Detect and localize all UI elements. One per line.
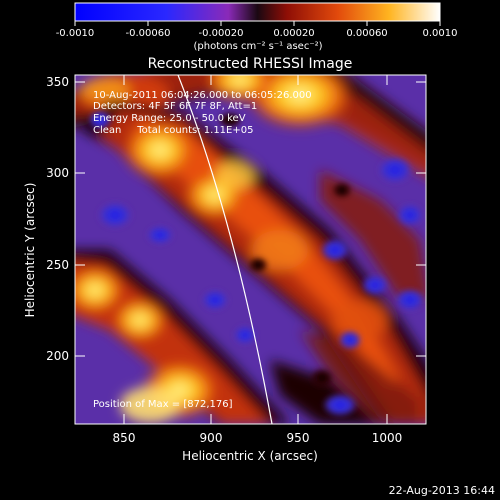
x-tick-label: 900	[200, 431, 223, 445]
colorbar-tick-label: 0.00020	[273, 28, 314, 39]
y-tick-label: 250	[46, 258, 69, 272]
colorbar: -0.0010 -0.00060 -0.00020 0.00020 0.0006…	[56, 2, 458, 52]
x-tick-label: 950	[287, 431, 310, 445]
time-range-text: 10-Aug-2011 06:04:26.000 to 06:05:26.000	[93, 90, 312, 101]
colorbar-gradient	[75, 3, 440, 21]
y-tick-label: 200	[46, 349, 69, 363]
colorbar-tick-label: -0.00060	[126, 28, 171, 39]
y-axis-label: Heliocentric Y (arcsec)	[23, 183, 37, 318]
plot-frame	[74, 74, 427, 425]
colorbar-tick-label: -0.0010	[56, 28, 95, 39]
x-axis-ticks	[123, 75, 388, 424]
clean-counts-text: Clean Total counts: 1.11E+05	[93, 125, 253, 136]
colorbar-frame	[74, 2, 441, 22]
solar-limb	[177, 75, 273, 424]
rhessi-image: 10-Aug-2011 06:04:26.000 to 06:05:26.000…	[75, 75, 426, 424]
energy-range-text: Energy Range: 25.0 - 50.0 keV	[93, 113, 246, 124]
x-axis-label: Heliocentric X (arcsec)	[182, 449, 318, 463]
x-tick-label: 1000	[372, 431, 403, 445]
image-mottling	[88, 110, 426, 417]
y-tick-label: 350	[46, 75, 69, 89]
colorbar-unit-label: (photons cm⁻² s⁻¹ asec⁻²)	[193, 41, 322, 52]
colorbar-tick-marks	[74, 21, 441, 26]
plot-title: Reconstructed RHESSI Image	[148, 56, 353, 72]
x-tick-label: 850	[113, 431, 136, 445]
detectors-text: Detectors: 4F 5F 6F 7F 8F, Att=1	[93, 101, 257, 112]
position-of-max-text: Position of Max = [872,176]	[93, 399, 233, 410]
colorbar-tick-label: -0.00020	[199, 28, 244, 39]
footer-timestamp: 22-Aug-2013 16:44	[389, 484, 495, 497]
colorbar-tick-label: 0.0010	[423, 28, 458, 39]
y-axis-ticks	[75, 81, 426, 357]
y-tick-label: 300	[46, 166, 69, 180]
colorbar-tick-label: 0.00060	[346, 28, 387, 39]
